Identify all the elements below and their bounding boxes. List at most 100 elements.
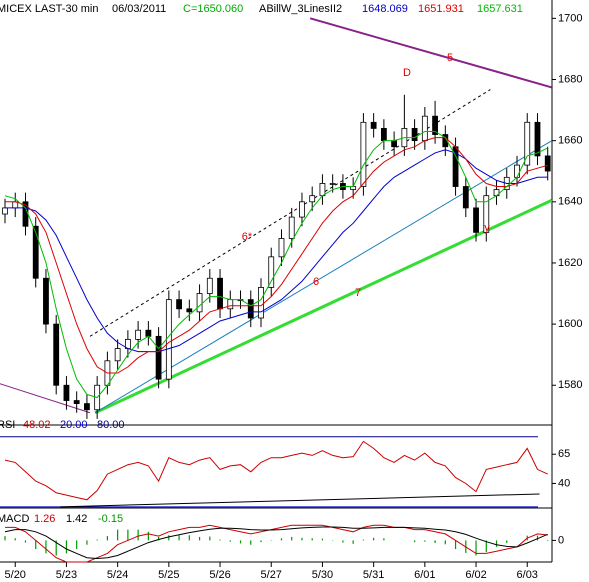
level-label: 80.00 [97, 419, 125, 431]
histogram-bar [219, 539, 221, 541]
histogram-bar [547, 540, 549, 542]
x-tick-label: 5/30 [312, 569, 333, 581]
histogram-bar [76, 540, 78, 550]
macd-line [4, 526, 548, 560]
indicator-name: ABillW_3LinesII2 [259, 3, 342, 15]
histogram-bar [55, 540, 57, 556]
trendline [60, 493, 540, 508]
candle-body [432, 115, 438, 135]
histogram-bar [147, 531, 149, 541]
histogram-bar [383, 538, 385, 541]
histogram-bar [35, 540, 37, 550]
candle-body [278, 238, 285, 258]
candle-body [268, 256, 275, 288]
x-tick-label: 5/24 [107, 569, 128, 581]
candle-body [63, 384, 70, 401]
histogram-bar [127, 529, 129, 541]
candle-body [217, 277, 223, 310]
candle-body [145, 329, 152, 337]
candle-body [442, 134, 449, 148]
histogram-bar [342, 540, 344, 543]
trendline [309, 17, 553, 89]
histogram-bar [158, 536, 160, 541]
histogram-bar [321, 538, 324, 541]
y-tick-label: 1680 [558, 73, 582, 85]
x-tick-label: 5/31 [363, 569, 384, 581]
histogram-bar [229, 540, 231, 542]
histogram-bar [239, 540, 242, 544]
rsi-value: 48.02 [23, 419, 51, 431]
candle-body [165, 299, 172, 380]
candle-body [32, 225, 39, 279]
candle-body [391, 140, 398, 148]
histogram-bar [311, 538, 313, 541]
histogram-bar [414, 540, 416, 543]
candle-body [2, 207, 8, 215]
y-tick-label: 1580 [558, 379, 582, 391]
histogram-bar [178, 535, 180, 541]
candle-body [288, 216, 295, 239]
candle-body [196, 293, 203, 313]
histogram-bar [168, 535, 170, 541]
chart-title: MICEX LAST-30 min [0, 3, 98, 15]
candle-body [53, 323, 60, 386]
candle-body [514, 164, 520, 178]
histogram-bar [65, 540, 68, 554]
histogram-bar [209, 536, 211, 541]
candle-body [473, 207, 479, 233]
candle-body [319, 183, 326, 197]
signal-value: 1.42 [66, 513, 87, 525]
histogram-bar [506, 540, 508, 543]
histogram-bar [96, 539, 98, 541]
x-tick-label: 6/03 [517, 569, 538, 581]
y-tick-label: 1660 [558, 135, 582, 147]
histogram-bar [454, 540, 457, 550]
candle-body [411, 128, 418, 142]
candle-body [135, 329, 142, 340]
candle-body [462, 186, 469, 209]
y-tick-label: 0 [558, 534, 564, 546]
candle-body [360, 121, 367, 187]
candle-body [186, 308, 193, 313]
candle-body [329, 183, 336, 185]
rsi-line [4, 440, 548, 501]
candle-body [247, 299, 254, 319]
series-value: 1651.931 [418, 3, 464, 15]
y-tick-label: 65 [558, 448, 570, 460]
histogram-bar [362, 539, 364, 541]
candle-body [114, 348, 121, 362]
y-tick-label: 1600 [558, 318, 582, 330]
histogram-bar [352, 540, 354, 544]
moving-average [5, 137, 548, 374]
x-tick-label: 5/23 [56, 569, 77, 581]
histogram-bar [424, 540, 426, 542]
histogram-bar [373, 537, 375, 541]
candle-body [370, 121, 377, 129]
candle-body [524, 121, 531, 166]
x-tick-label: 5/25 [158, 569, 179, 581]
x-tick-label: 6/01 [414, 569, 435, 581]
candle-body [176, 299, 182, 310]
series-value: 1657.631 [477, 3, 523, 15]
histogram-bar [86, 540, 88, 545]
trendline-label: 5 [447, 52, 453, 64]
x-tick-label: 5/26 [209, 569, 230, 581]
moving-average [4, 131, 548, 399]
series-value: 1648.069 [362, 3, 408, 15]
histogram-bar [188, 535, 190, 541]
histogram-bar [250, 540, 252, 545]
histogram-bar [291, 536, 293, 541]
candle-body [73, 400, 80, 404]
histogram-bar [495, 540, 498, 547]
candle-body [309, 195, 316, 203]
chart-date: 06/03/2011 [112, 3, 166, 15]
close-label: C=1650.060 [183, 3, 243, 15]
panel-title: MACD [0, 513, 29, 525]
trendline [0, 383, 91, 414]
histogram-bar [260, 540, 262, 543]
histogram-bar [444, 540, 446, 545]
annotation: y [484, 222, 490, 234]
candle-body [421, 115, 428, 142]
